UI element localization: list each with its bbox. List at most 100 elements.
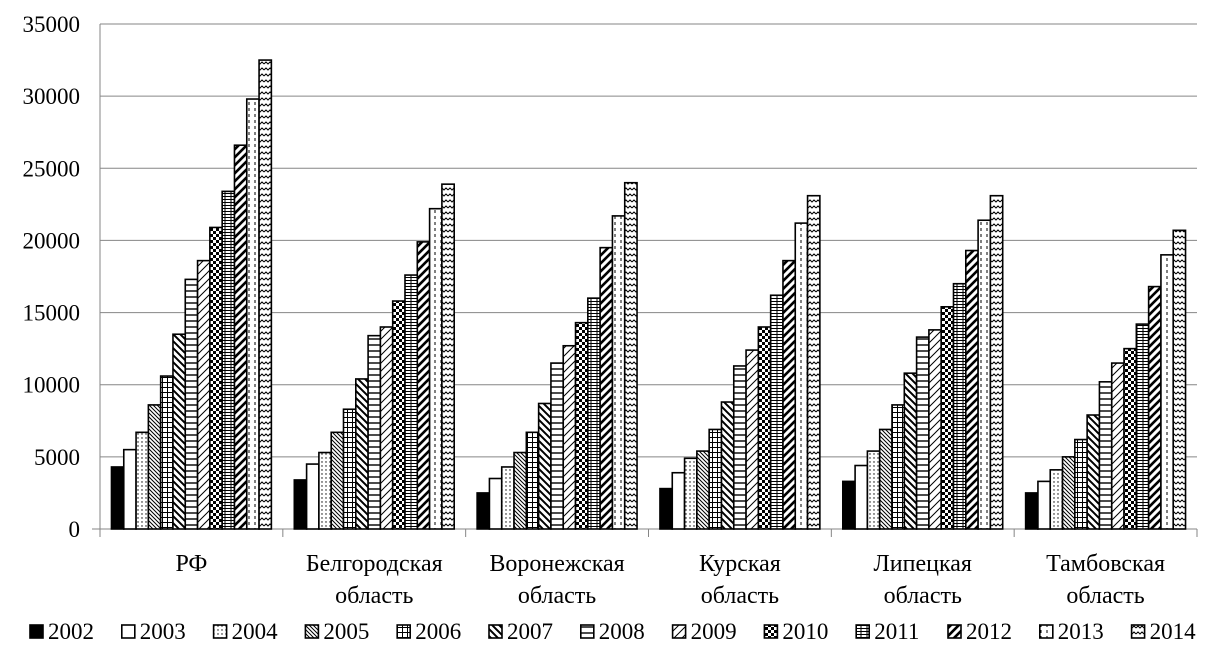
bar-2008 xyxy=(915,336,930,530)
bar-2003 xyxy=(488,477,503,530)
legend-swatch-2014 xyxy=(1130,624,1146,639)
y-tick-label: 35000 xyxy=(23,12,81,37)
bar-2012 xyxy=(1147,285,1162,530)
bar-2003 xyxy=(122,448,137,530)
legend-label: 2003 xyxy=(140,619,186,644)
bar-2006 xyxy=(708,428,723,530)
bar-2008 xyxy=(732,365,747,530)
bar-2010 xyxy=(574,321,589,530)
bar-2006 xyxy=(891,404,906,530)
x-category-label: область xyxy=(701,583,779,609)
bar-2014 xyxy=(989,194,1004,530)
bar-2009 xyxy=(562,344,577,530)
x-category-label: Липецкая xyxy=(874,551,972,577)
legend-swatch-2004 xyxy=(212,624,228,639)
bar-2008 xyxy=(1098,381,1113,530)
bar-2009 xyxy=(196,259,211,530)
x-category-label: область xyxy=(1066,583,1144,609)
bar-2011 xyxy=(221,190,236,530)
bar-2006 xyxy=(159,375,174,530)
bar-2004 xyxy=(1049,469,1064,530)
bar-2012 xyxy=(599,246,614,530)
bar-2011 xyxy=(404,274,419,530)
bar-2004 xyxy=(683,457,698,530)
y-tick-label: 5000 xyxy=(34,445,80,470)
legend-swatch-2007 xyxy=(488,624,503,639)
bar-2002 xyxy=(110,466,125,530)
bar-2009 xyxy=(745,349,760,530)
legend-swatch-2002 xyxy=(29,624,44,639)
bar-2002 xyxy=(841,480,856,530)
bar-2004 xyxy=(135,431,150,530)
legend-label: 2010 xyxy=(782,619,828,644)
bar-2002 xyxy=(293,479,308,530)
bar-2003 xyxy=(1037,480,1052,530)
x-category-label: область xyxy=(518,583,596,609)
legend-swatch-2009 xyxy=(671,624,687,639)
bar-2014 xyxy=(258,59,273,530)
y-tick-label: 30000 xyxy=(23,84,81,109)
bar-2012 xyxy=(416,241,431,530)
bar-2003 xyxy=(854,464,869,530)
bar-2008 xyxy=(367,334,382,530)
bar-2011 xyxy=(952,282,967,530)
bar-2009 xyxy=(379,326,394,530)
bar-2013 xyxy=(611,215,626,530)
x-category-label: область xyxy=(335,583,413,609)
bar-2007 xyxy=(1086,414,1101,530)
bar-2007 xyxy=(903,372,918,530)
legend-swatch-2008 xyxy=(579,624,595,639)
bar-2014 xyxy=(441,183,455,530)
y-tick-label: 20000 xyxy=(23,228,81,253)
bar-2009 xyxy=(928,329,943,530)
legend-label: 2014 xyxy=(1150,619,1197,644)
x-category-label: РФ xyxy=(175,551,207,577)
bar-2012 xyxy=(233,144,248,530)
x-category-label: Курская xyxy=(699,551,781,577)
legend-label: 2005 xyxy=(323,619,369,644)
bar-2003 xyxy=(305,463,320,530)
legend-swatch-2012 xyxy=(947,624,962,639)
bar-2011 xyxy=(1135,323,1150,530)
bar-2006 xyxy=(1074,438,1088,530)
legend-swatch-2010 xyxy=(763,624,779,639)
legend-swatch-2003 xyxy=(121,624,136,639)
bar-2010 xyxy=(209,226,223,530)
legend-swatch-2011 xyxy=(855,624,871,639)
legend-label: 2013 xyxy=(1058,619,1104,644)
legend-swatch-2005 xyxy=(304,624,320,639)
legend-label: 2011 xyxy=(874,619,919,644)
y-tick-label: 0 xyxy=(69,517,81,542)
bar-2002 xyxy=(659,487,674,530)
legend-label: 2007 xyxy=(507,619,553,644)
bar-2007 xyxy=(720,401,735,530)
bar-2005 xyxy=(696,450,710,530)
x-category-label: область xyxy=(884,583,962,609)
bar-2010 xyxy=(391,300,406,530)
bar-2011 xyxy=(587,297,601,530)
legend-label: 2009 xyxy=(691,619,737,644)
legend-label: 2004 xyxy=(232,619,279,644)
bar-2011 xyxy=(769,294,784,530)
bar-2002 xyxy=(1024,492,1039,530)
bar-2014 xyxy=(623,181,638,530)
bar-2005 xyxy=(1061,456,1076,530)
bar-2013 xyxy=(1160,254,1175,530)
bar-2013 xyxy=(794,222,809,530)
bar-2009 xyxy=(1110,362,1125,530)
y-tick-label: 15000 xyxy=(23,301,81,326)
bar-2008 xyxy=(184,278,199,530)
bar-2012 xyxy=(964,249,979,530)
bar-2005 xyxy=(330,431,345,530)
bar-2010 xyxy=(940,305,955,530)
bar-2007 xyxy=(354,378,369,530)
bar-2013 xyxy=(245,98,260,530)
bar-2005 xyxy=(513,451,528,530)
bar-2003 xyxy=(671,471,686,530)
legend-swatch-2006 xyxy=(396,624,412,639)
bar-2008 xyxy=(550,362,565,530)
legend-label: 2008 xyxy=(599,619,645,644)
bar-2004 xyxy=(866,450,881,530)
legend-label: 2012 xyxy=(966,619,1012,644)
